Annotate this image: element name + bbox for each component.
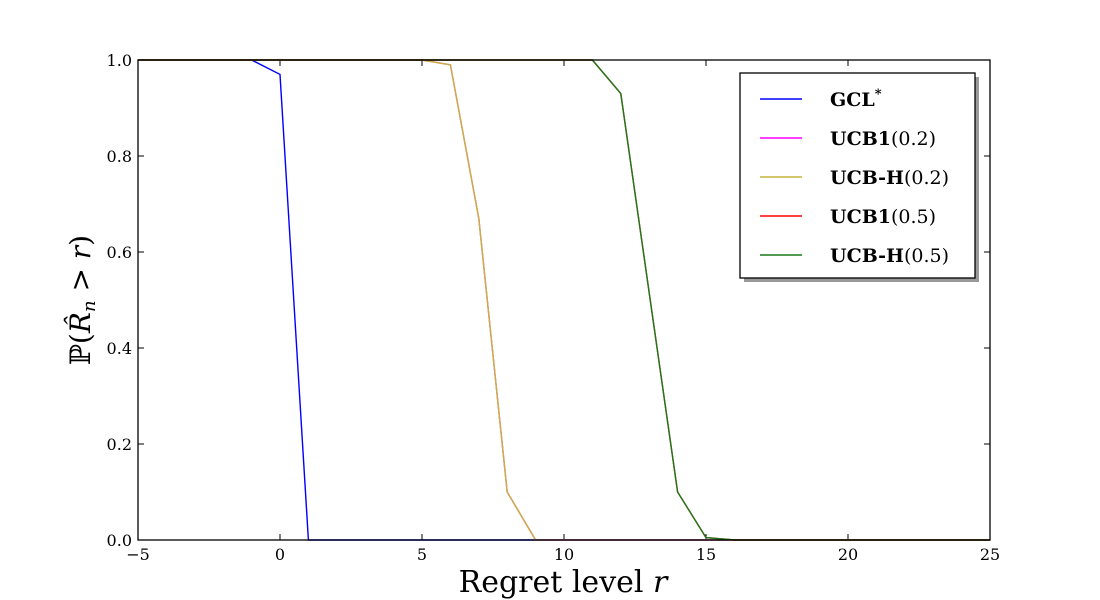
legend-label-0: GCL* bbox=[830, 87, 882, 111]
legend-label-2: UCB-H(0.2) bbox=[830, 167, 949, 189]
y-axis-label: ℙ(R̂n > r) bbox=[64, 235, 100, 365]
y-tick-label: 0.0 bbox=[107, 531, 132, 550]
x-tick-label: 0 bbox=[275, 545, 285, 564]
x-tick-label: 20 bbox=[838, 545, 858, 564]
y-tick-label: 0.2 bbox=[107, 435, 132, 454]
y-tick-label: 0.4 bbox=[107, 339, 132, 358]
plot-frame bbox=[137, 59, 991, 541]
x-tick-label: −5 bbox=[126, 545, 150, 564]
x-tick-label: 25 bbox=[980, 545, 1000, 564]
axis-ticks: −5 0 5 10 15 20 25 0.0 0.2 0.4 0.6 0.8 1.0 bbox=[107, 51, 1001, 564]
legend-label-1: UCB1(0.2) bbox=[830, 128, 936, 150]
x-tick-label: 15 bbox=[696, 545, 716, 564]
y-tick-label: 1.0 bbox=[107, 51, 132, 70]
legend: GCL* UCB1(0.2) UCB-H(0.2) UCB1(0.5) UCB-H(0.… bbox=[739, 72, 979, 282]
y-tick-label: 0.8 bbox=[107, 147, 132, 166]
y-tick-label: 0.6 bbox=[107, 243, 132, 262]
x-tick-label: 10 bbox=[554, 545, 574, 564]
legend-label-3: UCB1(0.5) bbox=[830, 206, 936, 228]
x-axis-label: Regret level r bbox=[459, 565, 669, 600]
x-tick-label: 5 bbox=[417, 545, 427, 564]
legend-box bbox=[739, 72, 976, 279]
legend-label-4: UCB-H(0.5) bbox=[830, 245, 949, 267]
